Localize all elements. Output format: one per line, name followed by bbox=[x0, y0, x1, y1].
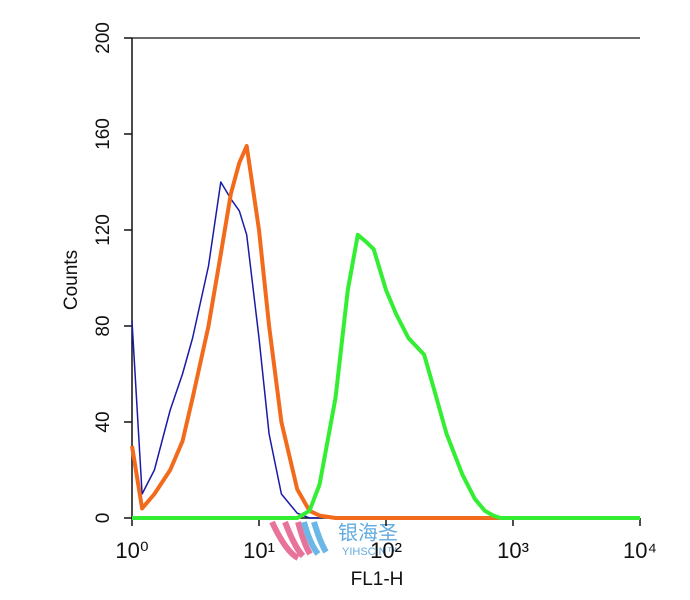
x-tick-label: 10² bbox=[370, 538, 402, 563]
histogram-line bbox=[130, 144, 640, 520]
watermark-subtext: YIHSCIN™ bbox=[342, 546, 398, 558]
y-tick-label: 40 bbox=[93, 411, 114, 432]
y-tick-label: 80 bbox=[93, 315, 114, 336]
x-axis-label: FL1-H bbox=[351, 569, 404, 590]
x-tick-label: 10³ bbox=[497, 538, 529, 563]
histogram-line bbox=[132, 232, 640, 520]
x-tick-label: 10¹ bbox=[243, 538, 275, 563]
watermark: 银海圣 YIHSCIN™ bbox=[269, 520, 398, 561]
x-tick-label: 10⁴ bbox=[623, 538, 657, 563]
y-tick-label: 0 bbox=[93, 513, 114, 524]
y-tick-label: 160 bbox=[93, 118, 114, 150]
watermark-text: 银海圣 bbox=[338, 521, 398, 544]
y-tick-label: 120 bbox=[93, 214, 114, 246]
x-tick-label: 10⁰ bbox=[115, 538, 148, 563]
y-tick-label: 200 bbox=[93, 22, 114, 54]
y-axis-label: Counts bbox=[61, 250, 82, 310]
